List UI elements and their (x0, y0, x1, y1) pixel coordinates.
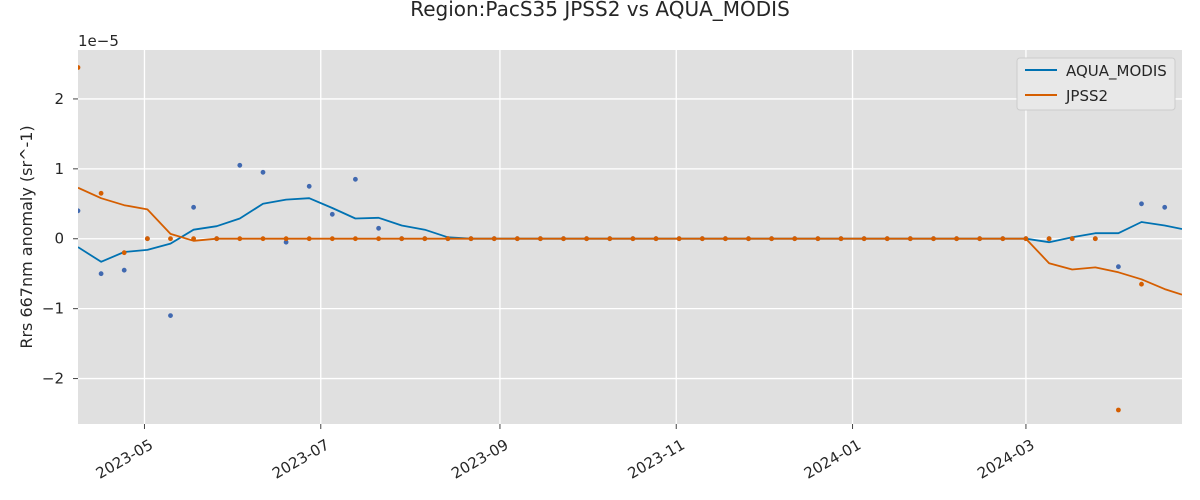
data-point-jpss2 (422, 236, 428, 242)
series-layer (78, 65, 1182, 413)
data-point-jpss2 (1139, 281, 1144, 287)
data-point-jpss2 (353, 236, 358, 242)
data-point-jpss2 (329, 236, 335, 242)
x-tick-label: 2023-11 (625, 436, 688, 483)
legend: AQUA_MODIS JPSS2 (1016, 57, 1176, 111)
data-point-jpss2 (1000, 236, 1006, 242)
data-point-aqua-modis (329, 211, 335, 217)
legend-label-aqua: AQUA_MODIS (1066, 62, 1167, 81)
plot-area (78, 50, 1182, 424)
y-tick-label: 0 (54, 230, 64, 248)
x-axis: 2023-05 2023-07 2023-09 2023-11 2024-01 2024-… (93, 424, 1038, 483)
data-point-aqua-modis (121, 267, 127, 273)
data-point-jpss2 (584, 236, 589, 242)
data-point-jpss2 (445, 236, 451, 242)
data-point-jpss2 (145, 236, 150, 242)
data-point-jpss2 (1069, 236, 1075, 242)
data-point-jpss2 (723, 236, 728, 242)
y-axis-label: Rrs 667nm anomaly (sr^-1) (17, 125, 36, 348)
data-point-aqua-modis (237, 162, 243, 168)
data-point-jpss2 (306, 236, 312, 242)
x-tick-label: 2023-07 (269, 436, 332, 483)
data-point-aqua-modis (1139, 201, 1144, 207)
y-tick-label: −1 (42, 300, 64, 318)
x-tick-label: 2024-01 (801, 436, 864, 483)
data-point-jpss2 (699, 236, 705, 242)
data-point-jpss2 (1116, 407, 1121, 413)
data-point-jpss2 (376, 236, 381, 242)
y-tick-label: 1 (54, 160, 64, 178)
data-point-jpss2 (1092, 236, 1098, 242)
data-point-jpss2 (884, 236, 890, 242)
data-point-jpss2 (815, 236, 821, 242)
data-point-jpss2 (907, 236, 913, 242)
data-point-jpss2 (399, 236, 405, 242)
data-point-jpss2 (1046, 236, 1052, 242)
data-point-aqua-modis (260, 169, 266, 175)
y-tick-label: 2 (54, 90, 64, 108)
data-point-jpss2 (792, 236, 798, 242)
data-point-jpss2 (214, 236, 220, 242)
data-point-jpss2 (168, 236, 173, 242)
data-point-jpss2 (977, 236, 983, 242)
chart-title: Region:PacS35 JPSS2 vs AQUA_MODIS (410, 0, 790, 21)
data-point-jpss2 (838, 236, 844, 242)
data-point-jpss2 (491, 236, 497, 242)
data-point-jpss2 (1023, 236, 1029, 242)
data-point-aqua-modis (191, 204, 197, 210)
x-tick-label: 2023-05 (93, 436, 156, 483)
data-point-jpss2 (653, 236, 659, 242)
data-point-jpss2 (561, 236, 566, 242)
data-point-jpss2 (283, 236, 289, 242)
data-point-aqua-modis (353, 176, 358, 182)
data-point-aqua-modis (1162, 204, 1168, 210)
data-point-jpss2 (861, 236, 867, 242)
data-point-jpss2 (260, 236, 266, 242)
data-point-aqua-modis (98, 271, 104, 277)
data-point-jpss2 (98, 190, 104, 196)
data-point-aqua-modis (376, 225, 381, 231)
data-point-aqua-modis (78, 208, 81, 214)
data-point-jpss2 (769, 236, 774, 242)
data-point-jpss2 (676, 236, 682, 242)
data-point-jpss2 (191, 236, 197, 242)
y-axis: −2 −1 0 1 2 (42, 90, 78, 388)
data-point-jpss2 (78, 65, 81, 70)
data-point-jpss2 (237, 236, 243, 242)
data-point-jpss2 (538, 236, 543, 242)
legend-label-jpss2: JPSS2 (1065, 87, 1108, 105)
data-point-jpss2 (931, 236, 936, 242)
data-point-jpss2 (121, 250, 127, 256)
data-point-jpss2 (954, 236, 959, 242)
data-point-aqua-modis (306, 183, 312, 189)
x-tick-label: 2023-09 (448, 436, 511, 483)
y-tick-label: −2 (42, 370, 64, 388)
y-offset-label: 1e−5 (78, 32, 119, 50)
data-point-jpss2 (607, 236, 613, 242)
data-point-aqua-modis (283, 239, 289, 245)
data-point-jpss2 (468, 236, 474, 242)
data-point-jpss2 (630, 236, 636, 242)
x-tick-label: 2024-03 (974, 436, 1037, 483)
data-point-jpss2 (746, 236, 751, 242)
data-point-aqua-modis (1116, 264, 1121, 270)
data-point-jpss2 (514, 236, 520, 242)
data-point-aqua-modis (168, 313, 173, 318)
